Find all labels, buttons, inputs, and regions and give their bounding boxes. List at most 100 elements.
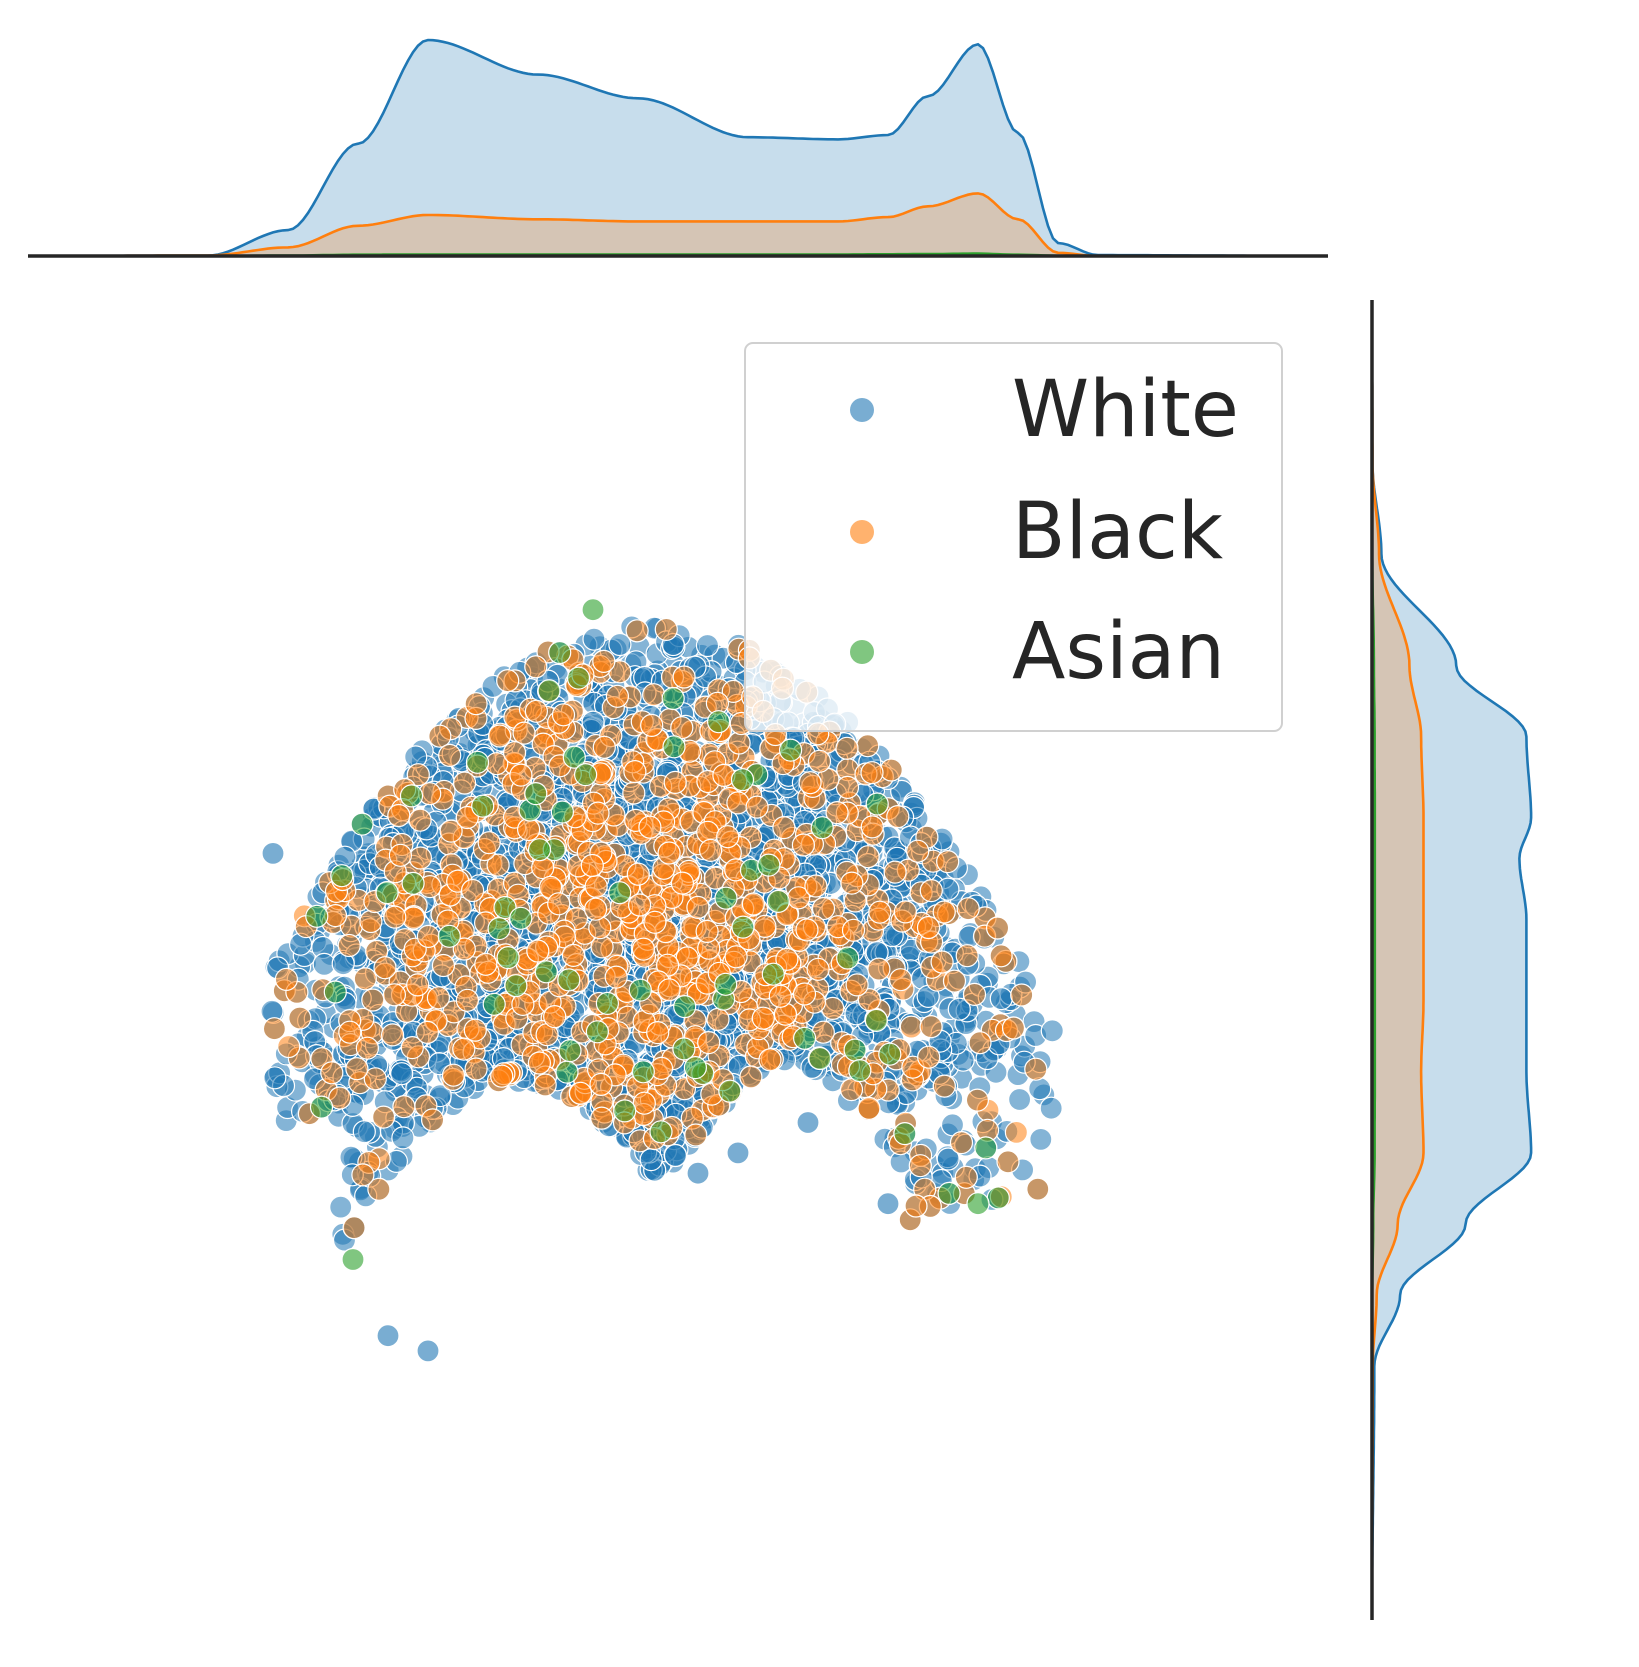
scatter-point-white [329,1195,353,1219]
scatter-point-black [387,803,411,828]
scatter-point-black [626,862,650,886]
scatter-point-black [930,950,954,974]
scatter-point-black [439,819,463,843]
scatter-point-black [962,982,987,1007]
scatter-point-black [1004,1120,1029,1145]
scatter-point-black [486,853,510,877]
scatter-point-black [835,775,860,800]
scatter-point-black [622,781,646,805]
scatter-point-black [825,800,849,825]
scatter-point-black [792,982,817,1006]
scatter-point-black [835,736,859,760]
scatter-point-black [355,1036,379,1060]
scatter-point-black [908,1154,932,1178]
scatter-point-white [263,1066,287,1090]
scatter-point-black [904,1194,928,1218]
scatter-point-black [996,1150,1020,1174]
scatter-point-black [372,1105,396,1129]
scatter-point-black [860,815,884,839]
scatter-point-black [1024,1057,1048,1081]
scatter-point-black [452,937,476,961]
scatter-point-black [551,703,576,727]
scatter-point-black [857,1096,881,1121]
scatter-point-black [625,619,649,643]
scatter-point-black [527,1051,552,1075]
scatter-point-black [955,944,979,968]
scatter-point-black [856,845,880,869]
scatter-point-black [936,849,960,874]
scatter-point-black [646,1020,670,1045]
right-marginal-kde [1370,300,1533,1620]
scatter-point-black [453,771,477,795]
scatter-point-black [496,669,520,693]
scatter-point-black [464,1057,488,1081]
scatter-point-black [351,1163,375,1187]
scatter-point-black [775,947,799,971]
scatter-point-black [758,1048,782,1072]
scatter-point-black [277,1034,301,1059]
scatter-point-black [893,900,918,924]
scatter-point-black [899,1015,923,1039]
scatter-point-black [919,878,943,903]
scatter-point-black [516,817,541,842]
scatter-point-white [947,997,971,1021]
scatter-point-black [811,896,836,921]
scatter-point-white [639,1147,663,1172]
scatter-point-black [477,831,501,855]
scatter-point-black [751,1006,775,1030]
scatter-point-black [416,924,440,949]
scatter-point-white [608,632,632,657]
scatter-point-black [663,770,687,795]
scatter-point-black [1001,1016,1026,1040]
kde-x-fill-black [28,193,1328,256]
scatter-point-black [262,1017,286,1041]
scatter-point-black [320,1061,344,1085]
scatter-point-white [1039,1096,1063,1120]
scatter-point-black [408,846,432,870]
scatter-point-black [883,860,907,884]
scatter-point-black [288,1006,312,1030]
scatter-point-black [727,731,751,755]
scatter-point-black [509,763,533,787]
scatter-point-black [363,1067,387,1091]
scatter-point-black [631,937,656,961]
scatter-point-black [400,1035,424,1060]
scatter-point-black [367,1177,391,1201]
scatter-point-black [968,1031,992,1055]
scatter-point-black [916,915,941,940]
scatter-point-black [867,957,891,981]
scatter-point-black [684,1123,708,1147]
scatter-point-black [919,1015,943,1039]
scatter-point-black [590,935,614,959]
scatter-point-black [345,1057,369,1081]
scatter-point-white [695,633,720,658]
scatter-point-black [441,1063,466,1087]
scatter-point-black [524,699,549,723]
scatter-point-black [359,909,383,934]
scatter-point-black [942,969,967,993]
scatter-point-black [888,968,913,992]
top-marginal-kde [28,38,1328,258]
scatter-point-black [879,758,903,782]
scatter-point-black [845,973,869,997]
scatter-point-black [490,1064,514,1088]
kde-y-fill-white [1372,300,1532,1620]
scatter-point-black [1010,983,1034,1007]
scatter-point-white [1040,1019,1064,1043]
scatter-point-black [1026,1177,1050,1201]
scatter-point-black [741,892,766,916]
scatter-point-white [989,986,1013,1011]
scatter-point-black [381,1023,405,1047]
scatter-point-black [841,918,866,942]
scatter-points [260,598,1064,1363]
scatter-point-white [663,1143,688,1168]
scatter-point-white [581,710,605,734]
scatter-point-black [512,721,536,745]
scatter-point-black [868,900,892,924]
scatter-point-black [592,649,616,674]
scatter-point-white [1028,1077,1052,1101]
scatter-point-white [936,1147,960,1171]
scatter-point-black [463,1018,487,1042]
scatter-point-black [353,967,377,991]
scatter-point-white [352,1120,376,1144]
